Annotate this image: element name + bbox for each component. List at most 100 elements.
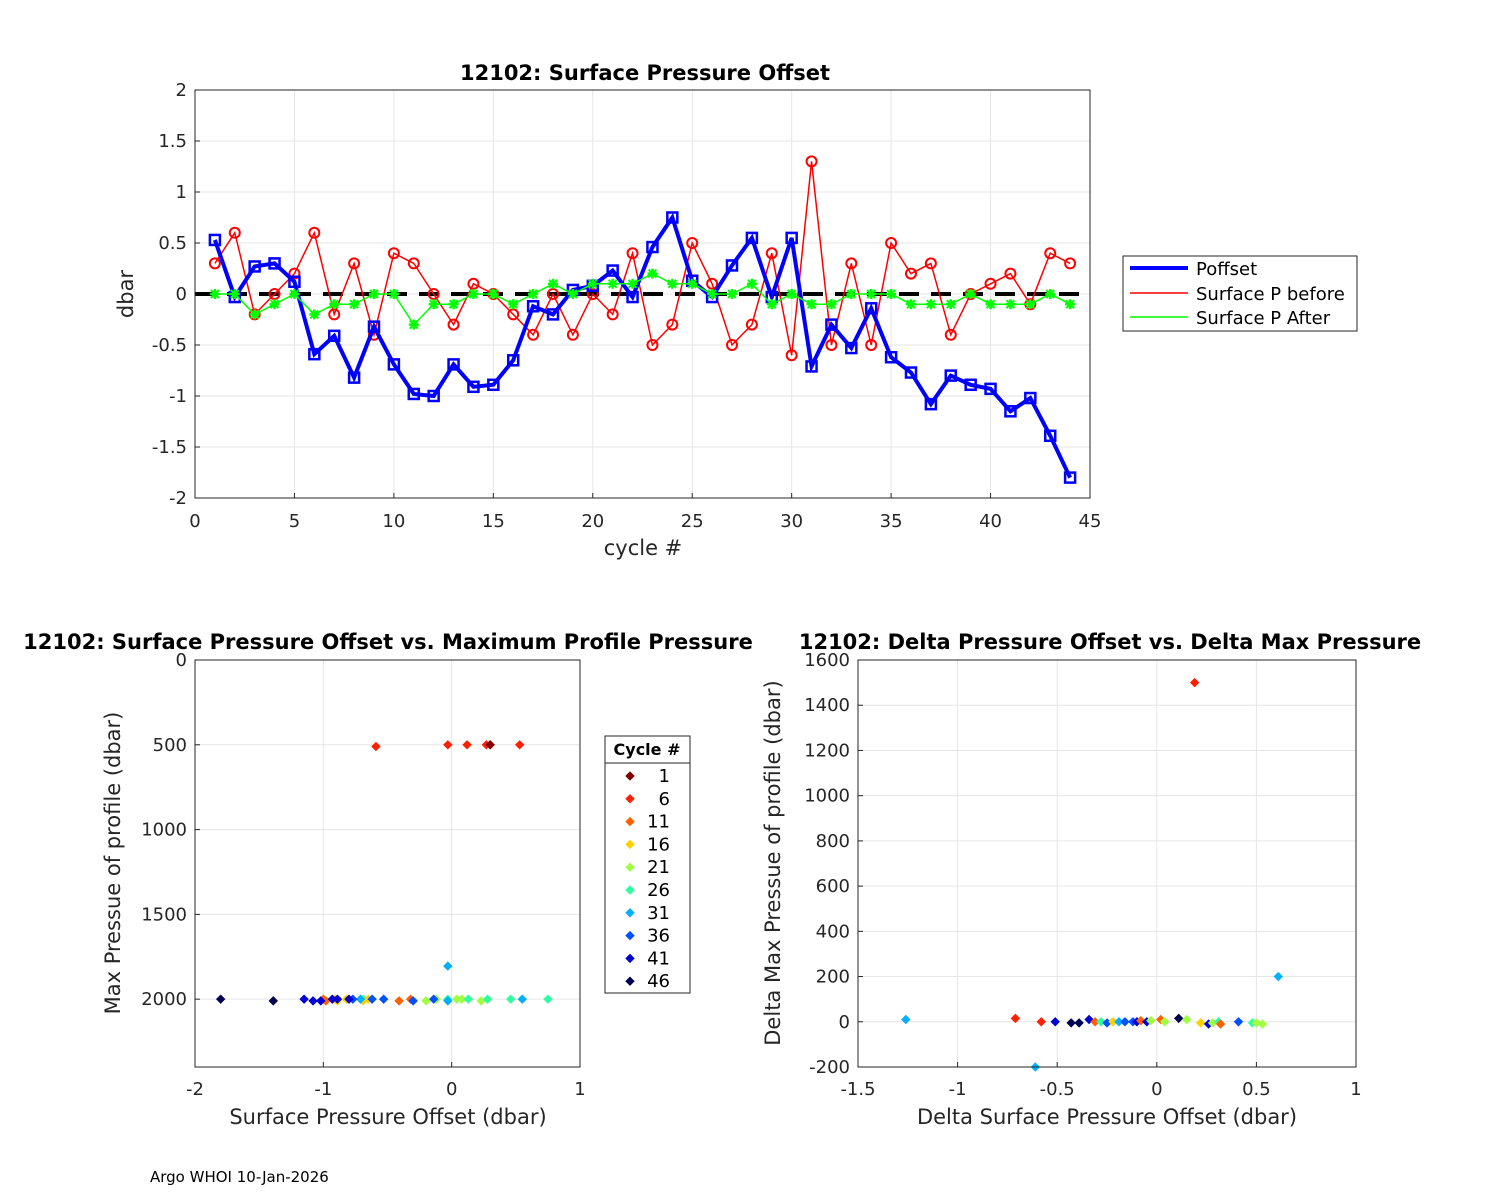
after-marker — [627, 278, 638, 289]
before-marker — [566, 328, 579, 341]
x-tick-label: 35 — [880, 511, 903, 532]
legend-marker — [625, 816, 635, 827]
y-tick-label: 1600 — [804, 650, 850, 671]
y-tick-label: 1200 — [804, 740, 850, 761]
data-point — [421, 996, 431, 1006]
before-marker — [586, 288, 599, 300]
plot-area — [195, 660, 580, 1067]
data-point — [344, 994, 354, 1004]
before-marker — [208, 257, 221, 270]
y-tick-label: 0 — [839, 1012, 850, 1033]
poffset-marker — [805, 360, 818, 373]
series-group — [208, 155, 1077, 484]
legend-label: 46 — [647, 971, 670, 992]
data-point — [408, 996, 418, 1006]
after-marker — [1065, 299, 1076, 310]
y-tick-label: 2000 — [141, 989, 187, 1010]
delta-offset-vs-delta-pressure-plot: -1.5 -1 -0.5 0 0.5 1 1600 1400 1200 1000 800 600 400… — [761, 630, 1421, 1129]
data-point — [463, 994, 474, 1004]
offset-timeseries-plot: 0 5 10 15 20 25 30 35 40 4521.510.50-0.5-1-1.5-2 … — [114, 61, 1358, 560]
before-marker — [308, 226, 321, 239]
data-point — [367, 994, 377, 1004]
after-marker — [766, 299, 777, 310]
after-marker — [508, 299, 519, 310]
after-marker — [567, 289, 578, 299]
legend-marker — [625, 839, 635, 850]
y-tick-label: 800 — [816, 831, 850, 852]
data-point — [462, 740, 472, 750]
after-marker — [209, 289, 220, 299]
data-point — [443, 740, 453, 750]
data-point — [443, 961, 453, 971]
y-tick-label: 1000 — [804, 786, 850, 807]
y-tick-label: 1500 — [141, 904, 187, 925]
legend: Poffset Surface P before Surface P After — [1122, 255, 1358, 332]
poffset-marker — [248, 260, 261, 273]
data-point — [428, 994, 439, 1004]
data-point — [1066, 1018, 1076, 1028]
after-marker — [846, 289, 857, 299]
legend-label: 11 — [647, 812, 670, 833]
y-tick-label: 1400 — [804, 695, 850, 716]
x-axis-label: Surface Pressure Offset (dbar) — [229, 1105, 546, 1129]
before-marker — [427, 288, 440, 300]
x-tick-label: 45 — [1079, 511, 1102, 532]
y-axis-label: Delta Max Pressue of profile (dbar) — [761, 680, 785, 1045]
before-marker — [924, 257, 937, 270]
before-marker — [646, 339, 659, 351]
poffset-marker — [785, 231, 798, 245]
x-tick-label: -1.5 — [840, 1079, 875, 1100]
legend-label-poffset: Poffset — [1196, 259, 1257, 280]
data-point — [268, 996, 278, 1006]
after-marker — [806, 299, 817, 310]
x-tick-label: -1 — [949, 1079, 967, 1100]
poffset-marker — [526, 299, 540, 313]
before-marker — [1044, 247, 1057, 260]
data-point — [1146, 1015, 1156, 1026]
data-point — [901, 1014, 911, 1025]
before-marker — [745, 318, 758, 331]
after-marker — [647, 268, 658, 279]
legend-label-after: Surface P After — [1196, 308, 1331, 329]
after-marker — [727, 289, 737, 299]
legend-entry: 36 — [625, 926, 670, 947]
legend-label: 16 — [647, 834, 670, 855]
poffset-marker — [506, 354, 520, 367]
legend-marker — [625, 885, 635, 895]
after-marker — [309, 309, 320, 320]
after-marker — [925, 299, 936, 310]
y-tick-label: -200 — [809, 1057, 850, 1078]
data-point — [457, 994, 467, 1004]
y-tick-label: -0.5 — [152, 335, 187, 356]
after-marker — [408, 319, 419, 330]
series-line — [214, 161, 1071, 356]
before-marker — [407, 257, 420, 270]
series-surface-p-after — [209, 268, 1076, 330]
legend-marker — [625, 908, 635, 918]
x-tick-label: -2 — [186, 1079, 204, 1100]
before-marker — [905, 267, 917, 280]
after-marker — [965, 289, 976, 299]
x-tick-label: 0.5 — [1242, 1079, 1271, 1100]
y-tick-label: 200 — [816, 967, 850, 988]
y-tick-label: 1.5 — [158, 131, 187, 152]
x-tick-label: 10 — [382, 511, 405, 532]
points-group — [901, 677, 1284, 1072]
poffset-marker — [825, 318, 838, 331]
legend-entry: 41 — [625, 948, 670, 969]
after-marker — [1045, 289, 1056, 299]
x-tick-label: 40 — [979, 511, 1002, 532]
poffset-marker — [904, 366, 918, 379]
after-marker — [548, 278, 558, 289]
data-point — [1160, 1017, 1170, 1027]
legend-label-before: Surface P before — [1196, 284, 1345, 305]
x-tick-label: 25 — [681, 511, 704, 532]
after-marker — [985, 299, 996, 310]
after-marker — [707, 289, 718, 299]
tick-labels: -1.5 -1 -0.5 0 0.5 1 1600 1400 1200 1000 800 600 400… — [804, 650, 1362, 1100]
legend-entry: 16 — [625, 834, 670, 855]
x-axis-label: Delta Surface Pressure Offset (dbar) — [917, 1105, 1297, 1129]
legend-marker — [625, 976, 635, 986]
y-tick-label: 0.5 — [158, 233, 187, 254]
after-marker — [468, 289, 479, 299]
